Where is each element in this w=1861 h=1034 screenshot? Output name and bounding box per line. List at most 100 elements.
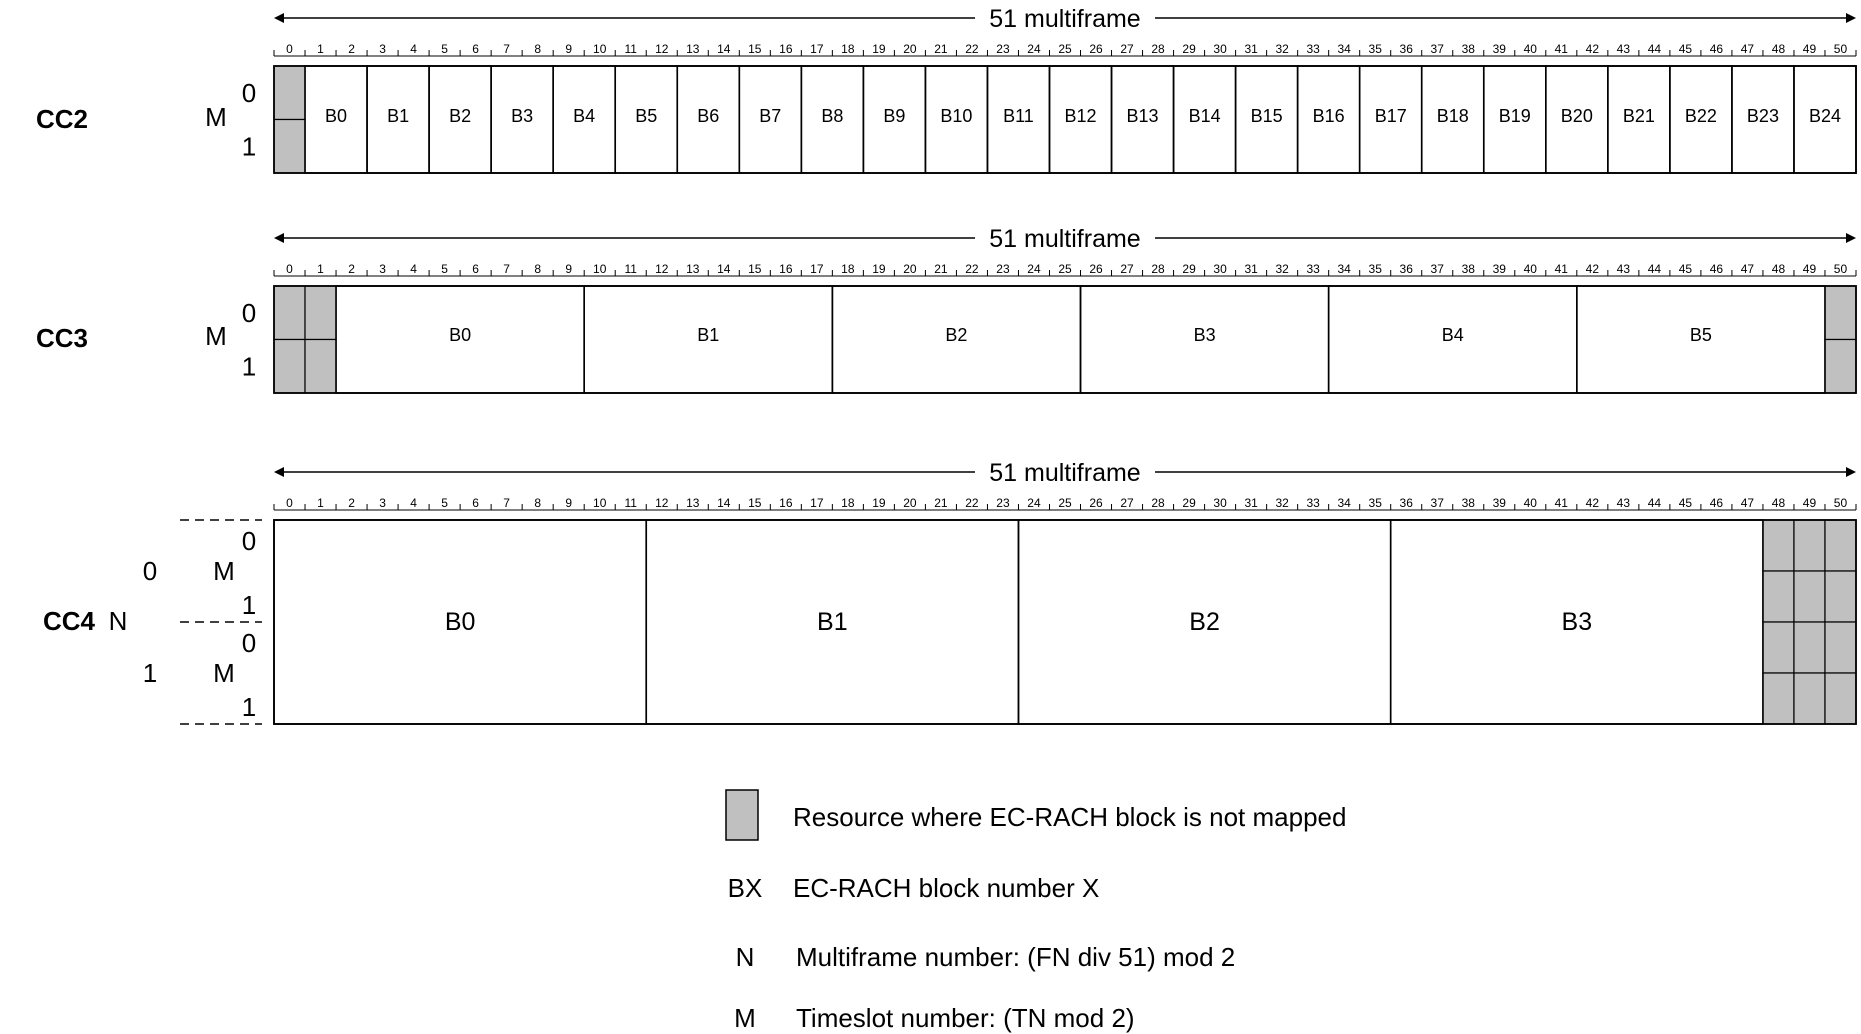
span-arrow-cc4: 51 multiframe <box>274 456 1856 487</box>
tick-label: 27 <box>1120 42 1134 56</box>
row-frame <box>273 519 1857 725</box>
multiframe-value: 0 <box>143 556 157 586</box>
tick-label: 2 <box>348 42 355 56</box>
timeslot-value: 1 <box>242 692 256 722</box>
timeslot-axis-label: M <box>205 102 227 132</box>
tick-label: 23 <box>996 42 1010 56</box>
tick-label: 21 <box>934 262 948 276</box>
tick-label: 35 <box>1369 496 1383 510</box>
tick-label: 33 <box>1306 42 1320 56</box>
tick-label: 32 <box>1275 496 1289 510</box>
tick-label: 22 <box>965 262 979 276</box>
tick-label: 20 <box>903 42 917 56</box>
tick-label: 50 <box>1834 262 1848 276</box>
timeslot-value: 0 <box>242 526 256 556</box>
tick-label: 16 <box>779 42 793 56</box>
legend-symbol-n: N <box>736 942 755 972</box>
tick-label: 29 <box>1182 496 1196 510</box>
tick-label: 1 <box>317 42 324 56</box>
tick-label: 8 <box>534 42 541 56</box>
tick-label: 42 <box>1586 262 1600 276</box>
tick-label: 25 <box>1058 262 1072 276</box>
block-label: B1 <box>387 106 409 126</box>
tick-label: 40 <box>1524 262 1538 276</box>
timeslot-value: 1 <box>242 131 256 161</box>
legend-text-unmapped: Resource where EC-RACH block is not mapp… <box>793 802 1346 832</box>
arrow-head-right <box>1846 13 1856 23</box>
tick-label: 39 <box>1493 496 1507 510</box>
tick-label: 18 <box>841 42 855 56</box>
tick-label: 33 <box>1306 262 1320 276</box>
unmapped-cell <box>273 338 306 394</box>
tick-label: 44 <box>1648 496 1662 510</box>
unmapped-cell <box>1824 338 1857 394</box>
unmapped-cell <box>1793 519 1826 572</box>
block-label: B23 <box>1747 106 1779 126</box>
block-label: B4 <box>1442 325 1464 345</box>
tick-label: 27 <box>1120 262 1134 276</box>
block-label: B17 <box>1375 106 1407 126</box>
unmapped-cell <box>1762 621 1795 674</box>
block-label: B21 <box>1623 106 1655 126</box>
tick-label: 30 <box>1213 42 1227 56</box>
unmapped-cell <box>273 118 306 174</box>
tick-label: 42 <box>1586 496 1600 510</box>
tick-label: 3 <box>379 262 386 276</box>
tick-label: 47 <box>1741 496 1755 510</box>
tick-label: 22 <box>965 42 979 56</box>
tick-label: 2 <box>348 496 355 510</box>
block-label: B18 <box>1437 106 1469 126</box>
tick-label: 30 <box>1213 262 1227 276</box>
unmapped-cell <box>1824 570 1857 623</box>
tick-label: 10 <box>593 42 607 56</box>
tick-label: 29 <box>1182 262 1196 276</box>
tick-label: 31 <box>1244 42 1258 56</box>
tick-label: 7 <box>503 262 510 276</box>
block-label: B15 <box>1251 106 1283 126</box>
tick-label: 8 <box>534 262 541 276</box>
block-label: B8 <box>821 106 843 126</box>
tick-label: 35 <box>1369 42 1383 56</box>
tick-label: 6 <box>472 262 479 276</box>
tick-label: 4 <box>410 42 417 56</box>
span-label-bg <box>975 222 1155 252</box>
legend-symbol-m: M <box>734 1003 756 1033</box>
tick-label: 9 <box>565 496 572 510</box>
tick-label: 28 <box>1151 42 1165 56</box>
tick-label: 12 <box>655 496 669 510</box>
arrow-head-right <box>1846 467 1856 477</box>
tick-label: 37 <box>1431 496 1445 510</box>
tick-label: 14 <box>717 262 731 276</box>
block-label: B2 <box>1189 608 1220 636</box>
tick-label: 18 <box>841 262 855 276</box>
tick-label: 20 <box>903 496 917 510</box>
tick-label: 48 <box>1772 496 1786 510</box>
tick-label: 23 <box>996 496 1010 510</box>
block-label: B11 <box>1003 106 1034 126</box>
timeslot-value: 0 <box>242 298 256 328</box>
tick-label: 9 <box>565 262 572 276</box>
tick-label: 49 <box>1803 262 1817 276</box>
unmapped-cell <box>1762 519 1795 572</box>
block-label: B2 <box>945 325 967 345</box>
span-label-bg <box>975 2 1155 32</box>
tick-label: 39 <box>1493 42 1507 56</box>
tick-label: 46 <box>1710 42 1724 56</box>
arrow-head-right <box>1846 233 1856 243</box>
row-frame <box>273 65 1857 174</box>
tick-label: 17 <box>810 496 824 510</box>
block-label: B5 <box>1690 325 1712 345</box>
tick-label: 12 <box>655 42 669 56</box>
unmapped-cell <box>1824 285 1857 341</box>
tick-label: 50 <box>1834 496 1848 510</box>
tick-label: 39 <box>1493 262 1507 276</box>
unmapped-cell <box>1824 672 1857 725</box>
timeslot-axis-label: M <box>205 321 227 351</box>
tick-label: 11 <box>624 262 637 276</box>
tick-label: 4 <box>410 496 417 510</box>
legend-symbol-bx: BX <box>728 873 763 903</box>
tick-label: 17 <box>810 42 824 56</box>
block-label: B3 <box>1562 608 1593 636</box>
legend: Resource where EC-RACH block is not mapp… <box>725 789 1346 1033</box>
